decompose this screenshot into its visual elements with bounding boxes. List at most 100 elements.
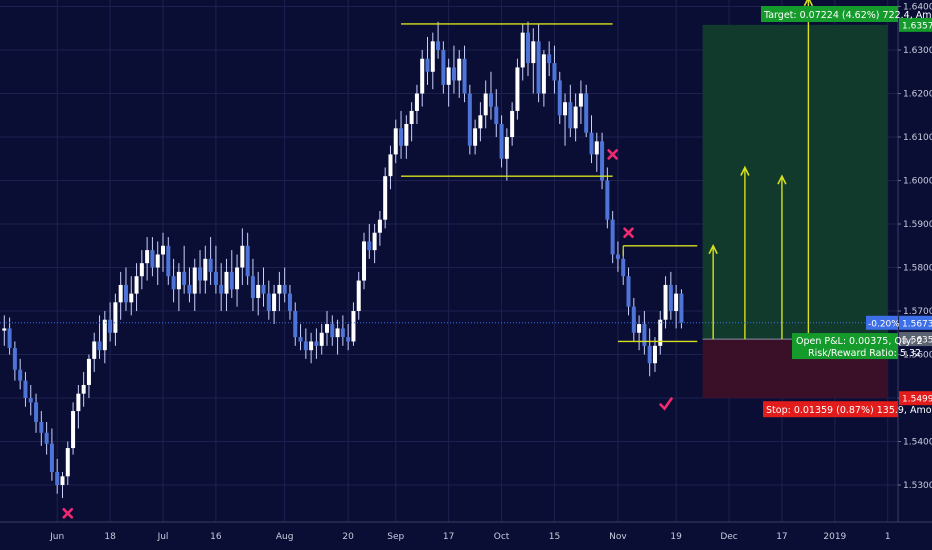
candle[interactable] xyxy=(330,315,335,346)
candle[interactable] xyxy=(118,271,123,320)
time-axis[interactable]: Jun 18 Jul 16 Aug 20 Sep 17 Oct 15 Nov 19 Dec 17 2019 1 xyxy=(0,521,932,550)
candle[interactable] xyxy=(679,289,684,329)
candle[interactable] xyxy=(610,210,615,264)
projection-arrow[interactable] xyxy=(740,165,750,340)
candle[interactable] xyxy=(12,341,17,381)
candle[interactable] xyxy=(367,224,372,259)
candle[interactable] xyxy=(631,297,636,342)
candle[interactable] xyxy=(86,354,91,399)
candle[interactable] xyxy=(2,315,7,346)
candle[interactable] xyxy=(451,45,456,94)
candle[interactable] xyxy=(235,254,240,307)
candle[interactable] xyxy=(161,232,165,272)
candle[interactable] xyxy=(446,58,451,107)
projection-arrow[interactable] xyxy=(803,0,814,340)
candle[interactable] xyxy=(642,311,647,355)
candle[interactable] xyxy=(340,315,345,346)
candle[interactable] xyxy=(414,84,419,124)
candle[interactable] xyxy=(303,328,308,359)
candle[interactable] xyxy=(552,45,557,94)
candle[interactable] xyxy=(335,319,340,355)
candle[interactable] xyxy=(399,110,404,159)
candle[interactable] xyxy=(388,145,393,190)
candle[interactable] xyxy=(129,276,134,316)
candle[interactable] xyxy=(462,45,467,103)
candle[interactable] xyxy=(356,271,361,320)
candle[interactable] xyxy=(293,302,298,346)
candle[interactable] xyxy=(658,311,663,355)
candle[interactable] xyxy=(536,23,541,103)
candle[interactable] xyxy=(155,241,160,285)
candle[interactable] xyxy=(203,245,208,294)
candle[interactable] xyxy=(478,102,483,142)
candle[interactable] xyxy=(314,328,319,359)
candle[interactable] xyxy=(430,32,435,90)
check-marker[interactable] xyxy=(659,397,673,411)
candle[interactable] xyxy=(346,324,351,351)
candle[interactable] xyxy=(65,441,70,486)
candle[interactable] xyxy=(287,284,292,320)
candle[interactable] xyxy=(488,71,493,120)
candle[interactable] xyxy=(483,80,488,129)
candle[interactable] xyxy=(362,232,367,290)
candle[interactable] xyxy=(166,237,171,285)
candle[interactable] xyxy=(219,263,224,312)
candle[interactable] xyxy=(467,84,472,155)
candle[interactable] xyxy=(55,458,60,494)
candle[interactable] xyxy=(309,332,314,364)
candle[interactable] xyxy=(192,258,197,312)
candle[interactable] xyxy=(256,271,261,316)
candle[interactable] xyxy=(520,23,525,81)
candle[interactable] xyxy=(7,317,12,355)
candle[interactable] xyxy=(108,302,113,342)
candle[interactable] xyxy=(504,128,509,181)
candle[interactable] xyxy=(282,267,287,303)
candle[interactable] xyxy=(266,280,271,320)
candle[interactable] xyxy=(615,241,620,272)
candle[interactable] xyxy=(39,411,44,446)
candle[interactable] xyxy=(187,267,192,303)
candle[interactable] xyxy=(573,93,578,142)
candle[interactable] xyxy=(272,284,277,325)
candle[interactable] xyxy=(541,50,546,107)
candle[interactable] xyxy=(92,332,97,372)
candle[interactable] xyxy=(28,384,33,416)
candle[interactable] xyxy=(250,258,255,312)
candle[interactable] xyxy=(18,358,23,390)
candle[interactable] xyxy=(526,21,531,77)
candle[interactable] xyxy=(34,393,39,433)
candle[interactable] xyxy=(383,167,388,229)
candle[interactable] xyxy=(240,228,245,285)
candle[interactable] xyxy=(457,50,462,98)
candle[interactable] xyxy=(261,267,266,307)
candle[interactable] xyxy=(49,428,54,481)
candle[interactable] xyxy=(647,328,652,377)
candle[interactable] xyxy=(134,263,139,312)
candle[interactable] xyxy=(668,271,673,320)
candle[interactable] xyxy=(71,402,76,455)
candle[interactable] xyxy=(626,267,631,316)
candle[interactable] xyxy=(145,237,150,281)
candle[interactable] xyxy=(44,421,49,455)
candle[interactable] xyxy=(113,293,118,346)
candle[interactable] xyxy=(621,250,626,285)
candle[interactable] xyxy=(208,237,213,285)
candle[interactable] xyxy=(652,337,657,372)
candle[interactable] xyxy=(584,84,589,138)
candle[interactable] xyxy=(102,311,107,364)
candle[interactable] xyxy=(245,232,250,285)
candle[interactable] xyxy=(123,267,128,312)
candle[interactable] xyxy=(213,245,218,294)
candle[interactable] xyxy=(229,250,234,298)
candle[interactable] xyxy=(600,132,605,190)
candle[interactable] xyxy=(436,21,441,59)
candle[interactable] xyxy=(23,371,28,407)
candle[interactable] xyxy=(515,58,520,120)
candle[interactable] xyxy=(377,210,382,246)
candle[interactable] xyxy=(76,384,81,429)
candle[interactable] xyxy=(494,89,499,138)
candle[interactable] xyxy=(319,324,324,355)
candle[interactable] xyxy=(589,115,594,164)
candle[interactable] xyxy=(198,250,203,294)
candle[interactable] xyxy=(171,258,176,303)
